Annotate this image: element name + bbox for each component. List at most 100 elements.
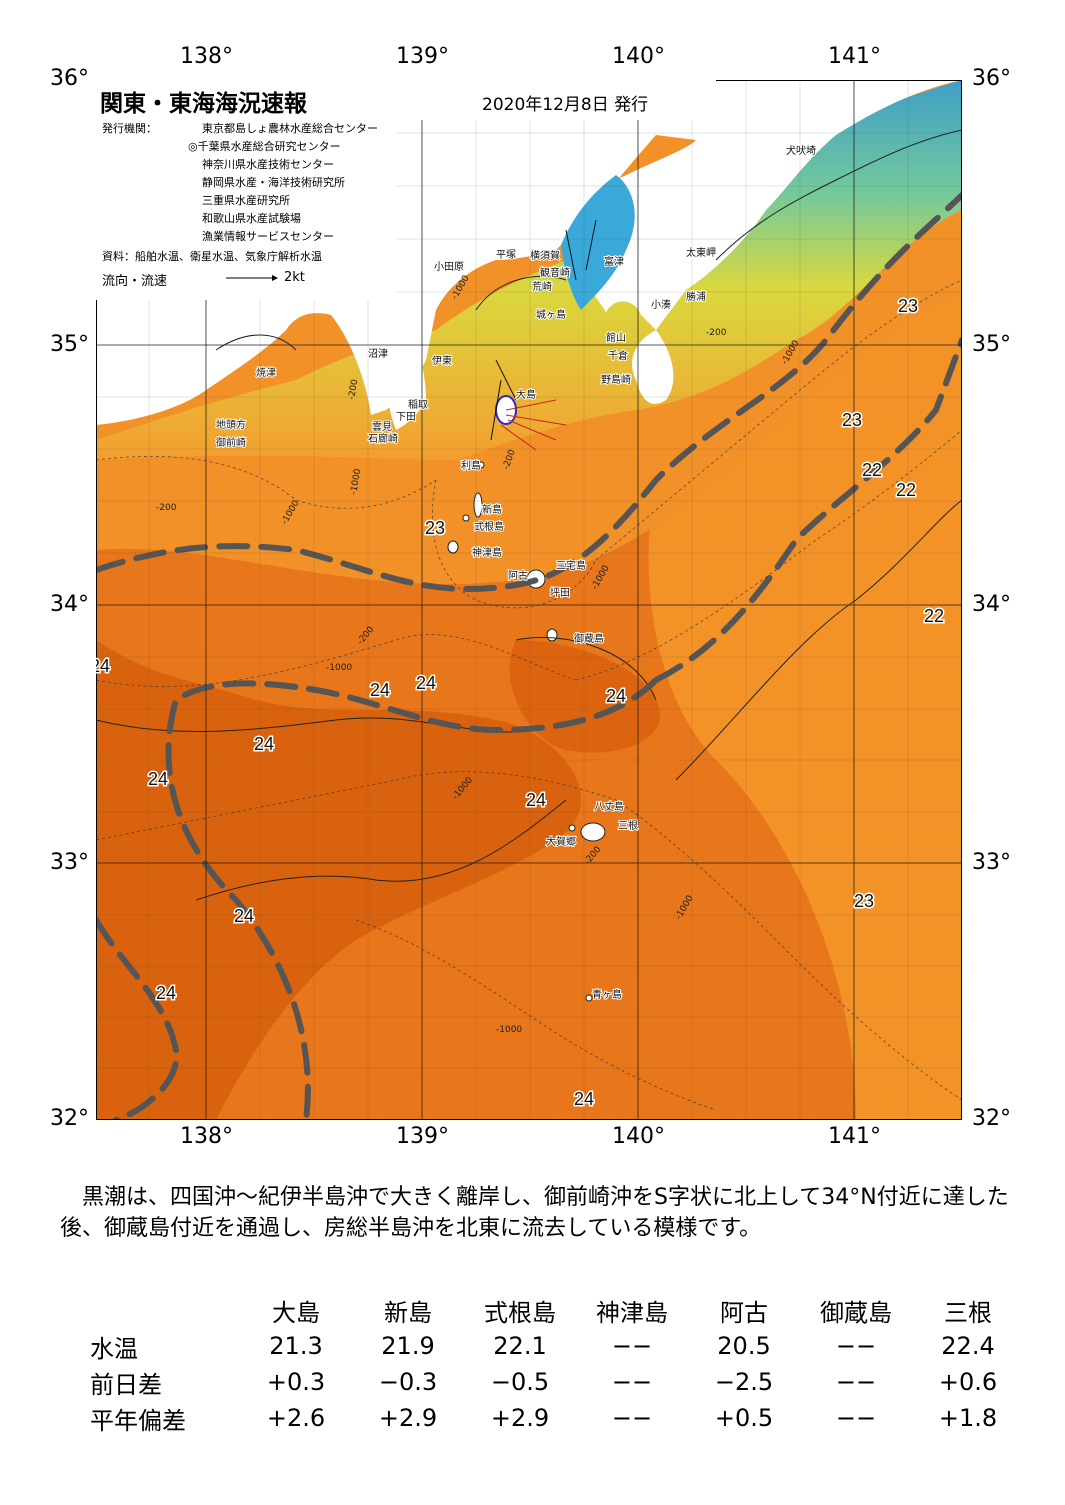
issuer-item: 漁業情報サービスセンター — [202, 230, 334, 243]
sst-label: 24 — [370, 680, 390, 700]
table-cell: +1.8 — [938, 1404, 998, 1432]
sst-label: 24 — [96, 656, 110, 676]
place-label: 千倉 — [608, 349, 628, 362]
kuroshio-axis-west — [96, 917, 180, 1120]
table-cell: −− — [611, 1368, 653, 1396]
sst-label: 24 — [156, 983, 176, 1003]
issuer-item: 和歌山県水産試験場 — [202, 212, 301, 225]
sst-label: 24 — [416, 673, 436, 693]
sst-label: 24 — [148, 769, 168, 789]
lat-label-right-32: 32° — [972, 1106, 1011, 1131]
issuer-item: ◎千葉県水産総合研究センター — [188, 140, 341, 153]
sst-label: 23 — [842, 410, 862, 430]
issuer-item: 東京都島しょ農林水産総合センター — [202, 122, 378, 135]
lat-label-right-33: 33° — [972, 850, 1011, 875]
island-kozushima — [447, 540, 459, 554]
place-label: 館山 — [606, 331, 626, 344]
table-header-row: 大島 新島 式根島 神津島 阿古 御蔵島 三根 — [90, 1292, 1024, 1328]
row-label: 平年偏差 — [90, 1406, 186, 1435]
lat-label-right-34: 34° — [972, 592, 1011, 617]
flow-legend-label: 流向・流速 — [102, 274, 168, 289]
place-label: 石廊崎 — [368, 432, 398, 445]
table-cell: 21.9 — [381, 1332, 435, 1360]
place-label: 利島 — [461, 459, 481, 472]
lat-label-left-36: 36° — [50, 66, 89, 91]
place-label: 平塚 — [496, 249, 516, 261]
place-label: 城ヶ島 — [536, 308, 566, 321]
place-label: 沼津 — [368, 347, 388, 360]
table-corner — [90, 1292, 240, 1328]
table-cell: 21.3 — [269, 1332, 323, 1360]
flow-legend-arrow — [226, 275, 278, 281]
place-label: 御蔵島 — [574, 632, 604, 645]
island-mikurajima — [546, 628, 558, 642]
column-header: 新島 — [384, 1298, 432, 1327]
kuroshio-axis-main — [96, 192, 962, 593]
lon-label-top-141: 141° — [828, 44, 881, 69]
table-cell: 22.4 — [941, 1332, 995, 1360]
place-label: 三根 — [618, 819, 638, 832]
place-label: 荒崎 — [532, 280, 552, 293]
temp-contours — [96, 129, 962, 901]
sst-label: 24 — [254, 734, 274, 754]
issuer-item: 静岡県水産・海洋技術研究所 — [202, 176, 345, 189]
header-box — [96, 80, 396, 300]
sst-label: 24 — [574, 1089, 594, 1109]
place-label: 大島 — [516, 388, 536, 401]
island-hachijo-kojima — [568, 824, 576, 832]
table-cell: +2.9 — [490, 1404, 550, 1432]
place-label: 観音崎 — [540, 266, 570, 279]
data-sources: 資料：船舶水温、衛星水温、気象庁解析水温 — [102, 250, 322, 263]
place-label: 坪田 — [550, 586, 570, 599]
place-label: 伊東 — [432, 354, 452, 367]
lon-label-top-138: 138° — [180, 44, 233, 69]
sst-label: 24 — [234, 906, 254, 926]
column-header: 神津島 — [596, 1298, 668, 1327]
place-label: 下田 — [396, 412, 416, 423]
sst-label: 22 — [924, 606, 944, 626]
table-cell: +0.3 — [266, 1368, 326, 1396]
sst-label: 22 — [862, 460, 882, 480]
row-label: 水温 — [90, 1334, 138, 1363]
place-label: 勝浦 — [686, 290, 706, 303]
place-label: 焼津 — [256, 367, 276, 379]
issuer-item: 三重県水産研究所 — [202, 194, 290, 207]
sst-label: 24 — [526, 790, 546, 810]
lat-label-right-35: 35° — [972, 332, 1011, 357]
island-toshima — [477, 461, 485, 469]
column-header: 三根 — [944, 1298, 992, 1327]
lon-label-bottom-138: 138° — [180, 1124, 233, 1149]
table-cell: −− — [835, 1332, 877, 1360]
depth-contours — [96, 279, 962, 1111]
place-label: 太東岬 — [686, 246, 716, 259]
kuroshio-axis-south — [165, 677, 659, 1120]
sea-cool-east — [648, 270, 962, 1120]
island-shikinejima — [462, 514, 470, 522]
place-label: 雲見 — [372, 421, 392, 433]
column-header: 御蔵島 — [820, 1298, 892, 1327]
table-cell: 20.5 — [717, 1332, 771, 1360]
sst-label: 23 — [854, 891, 874, 911]
place-label: 神津島 — [472, 546, 502, 559]
contour-label: -200 — [347, 378, 360, 400]
place-label: 三宅島 — [556, 559, 586, 572]
sst-label: 23 — [898, 296, 918, 316]
place-label: 野島崎 — [601, 373, 631, 386]
map-title: 関東・東海海況速報 — [100, 91, 307, 117]
sea-temperature-map: 23 23 22 22 22 23 24 24 24 24 24 24 24 2… — [96, 80, 962, 1120]
table-cell: +0.5 — [714, 1404, 774, 1432]
sst-label: 23 — [425, 518, 445, 538]
place-label: 新島 — [482, 503, 502, 516]
sea-coastal-zone — [96, 80, 962, 460]
table-cell: −− — [611, 1404, 653, 1432]
lat-label-left-32: 32° — [50, 1106, 89, 1131]
lon-label-bottom-140: 140° — [612, 1124, 665, 1149]
sst-label: 22 — [896, 480, 916, 500]
lat-label-left-33: 33° — [50, 850, 89, 875]
place-label: 富津 — [604, 255, 624, 268]
issue-date: 2020年12月8日 発行 — [482, 95, 649, 115]
lat-label-left-34: 34° — [50, 592, 89, 617]
table-cell: +0.6 — [938, 1368, 998, 1396]
table-cell: +2.6 — [266, 1404, 326, 1432]
sst-label: 24 — [606, 686, 626, 706]
